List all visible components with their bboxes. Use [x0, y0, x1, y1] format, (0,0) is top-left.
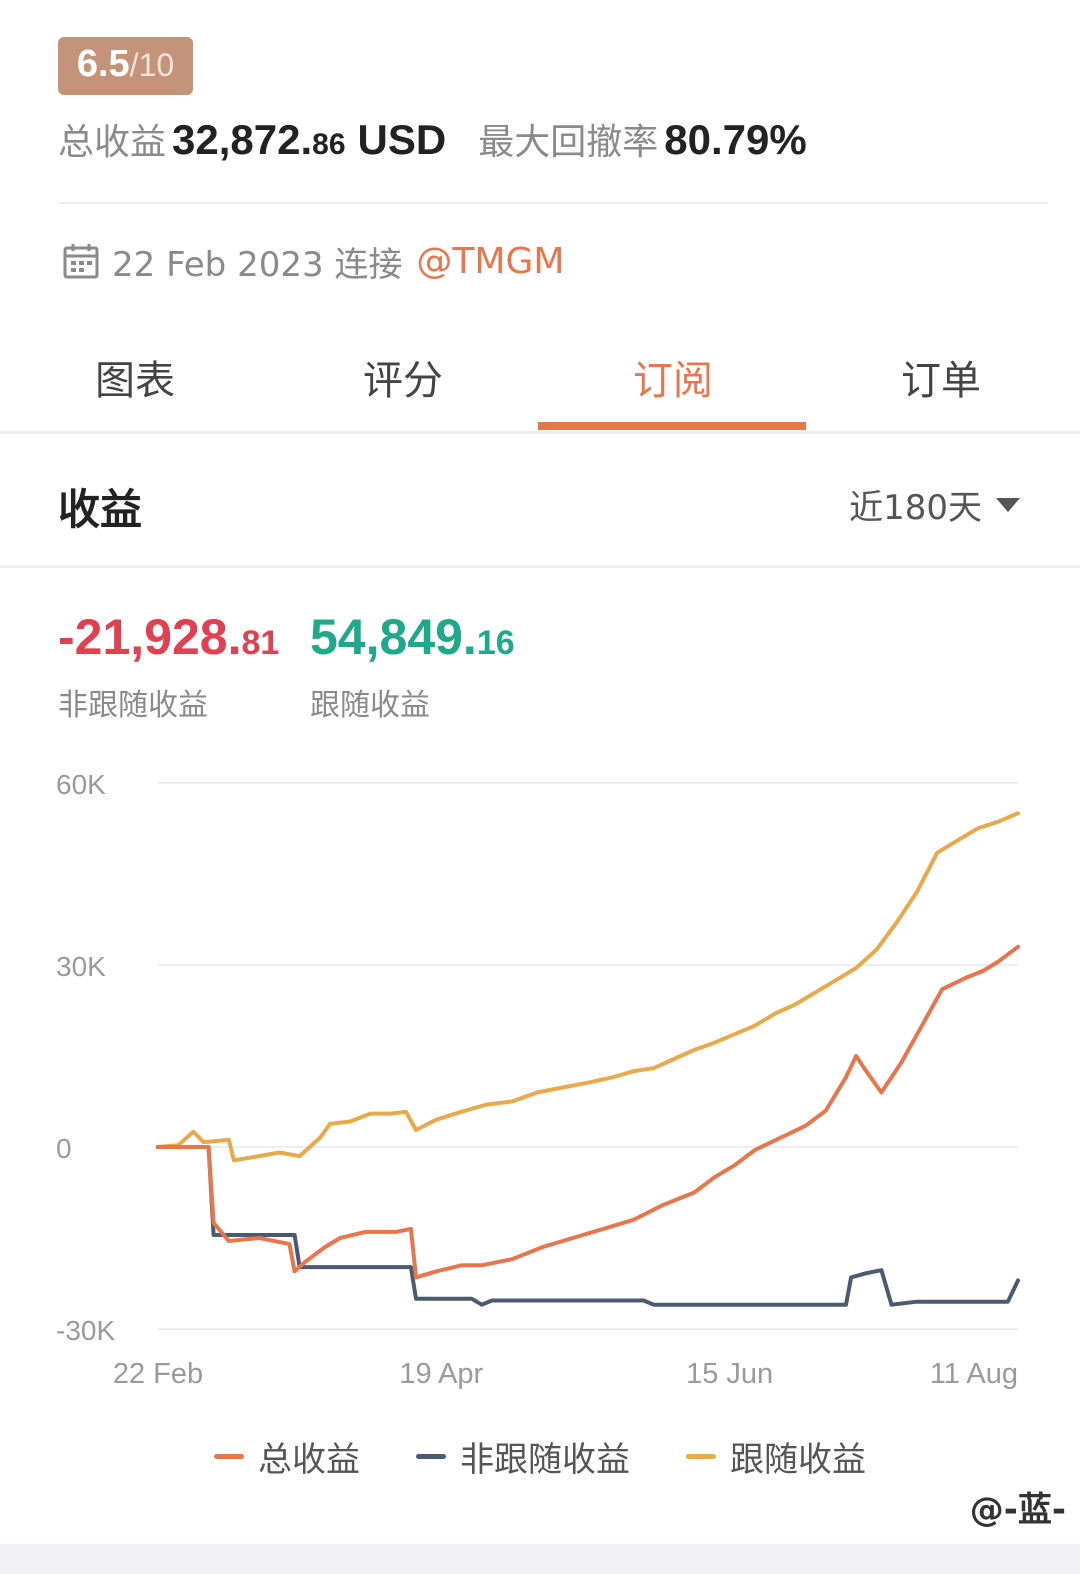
non-copy-profit-metric: -21,928.81 非跟随收益 — [58, 608, 279, 724]
x-tick-label: 11 Aug — [930, 1358, 1018, 1390]
series-line-2 — [156, 811, 1020, 1163]
active-tab-indicator — [538, 422, 806, 430]
section-title: 收益 — [58, 485, 143, 534]
connection-info: 22 Feb 2023 连接 @TMGM — [62, 238, 565, 285]
copy-profit-label: 跟随收益 — [310, 688, 430, 723]
chart-legend: 总收益 非跟随收益 跟随收益 — [0, 1432, 1080, 1481]
y-tick-label: 0 — [56, 1133, 72, 1164]
legend-swatch-copy — [686, 1454, 716, 1459]
summary-stats: 总收益 32,872. 86 USD 最大回撤率 80.79% — [58, 113, 807, 173]
profit-line-chart[interactable]: 60K 30K 0 -30K 22 Feb 19 Apr 15 Jun 11 Aug — [0, 740, 1080, 1420]
time-range-dropdown[interactable]: 近180天 — [849, 480, 1020, 529]
total-profit-unit: USD — [357, 116, 447, 163]
connection-date: 22 Feb 2023 连接 — [112, 244, 403, 285]
tab-chart[interactable]: 图表 — [95, 358, 175, 404]
y-tick-label: -30K — [56, 1315, 115, 1346]
calendar-icon — [63, 244, 99, 279]
legend-label-non-copy: 非跟随收益 — [460, 1440, 630, 1480]
legend-label-total: 总收益 — [258, 1440, 360, 1480]
max-drawdown-label: 最大回撤率 — [478, 122, 659, 163]
profit-section-header: 收益 近180天 — [0, 436, 1080, 568]
broker-link[interactable]: @TMGM — [416, 240, 565, 282]
watermark: @-蓝- — [969, 1490, 1066, 1530]
rating-total: /10 — [129, 47, 175, 83]
x-tick-label: 15 Jun — [686, 1358, 773, 1390]
y-tick-label: 30K — [56, 951, 106, 982]
y-tick-label: 60K — [56, 769, 106, 800]
total-profit-value: 32,872. — [172, 116, 313, 163]
caret-down-icon — [996, 497, 1020, 512]
max-drawdown-value: 80.79% — [664, 116, 807, 163]
tab-orders[interactable]: 订单 — [901, 358, 981, 404]
legend-swatch-total — [214, 1454, 244, 1459]
non-copy-profit-value: -21,928. — [58, 609, 242, 665]
legend-label-copy: 跟随收益 — [730, 1440, 866, 1480]
legend-item-total[interactable]: 总收益 — [214, 1432, 360, 1481]
series-line-0 — [156, 944, 1020, 1280]
series-line-1 — [156, 1145, 1020, 1307]
tab-subscription[interactable]: 订阅 — [633, 358, 713, 404]
copy-profit-decimals: 16 — [476, 624, 515, 662]
total-profit-label: 总收益 — [58, 122, 167, 163]
x-tick-label: 22 Feb — [113, 1358, 203, 1390]
total-profit-decimals: 86 — [312, 128, 346, 161]
legend-swatch-non-copy — [416, 1454, 446, 1459]
x-tick-label: 19 Apr — [399, 1358, 483, 1390]
tab-rating[interactable]: 评分 — [363, 358, 443, 404]
copy-profit-value: 54,849. — [310, 609, 477, 665]
rating-badge: 6.5 /10 — [58, 37, 193, 95]
bottom-bar — [0, 1544, 1080, 1574]
legend-item-copy[interactable]: 跟随收益 — [686, 1432, 866, 1481]
rating-value: 6.5 — [76, 43, 130, 85]
copy-profit-metric: 54,849.16 跟随收益 — [310, 608, 515, 724]
divider — [58, 202, 1048, 204]
legend-item-non-copy[interactable]: 非跟随收益 — [416, 1432, 630, 1481]
time-range-value: 近180天 — [849, 488, 982, 528]
non-copy-profit-label: 非跟随收益 — [58, 688, 208, 723]
non-copy-profit-decimals: 81 — [241, 624, 280, 662]
tab-bar: 图表 评分 订阅 订单 — [0, 330, 1080, 434]
